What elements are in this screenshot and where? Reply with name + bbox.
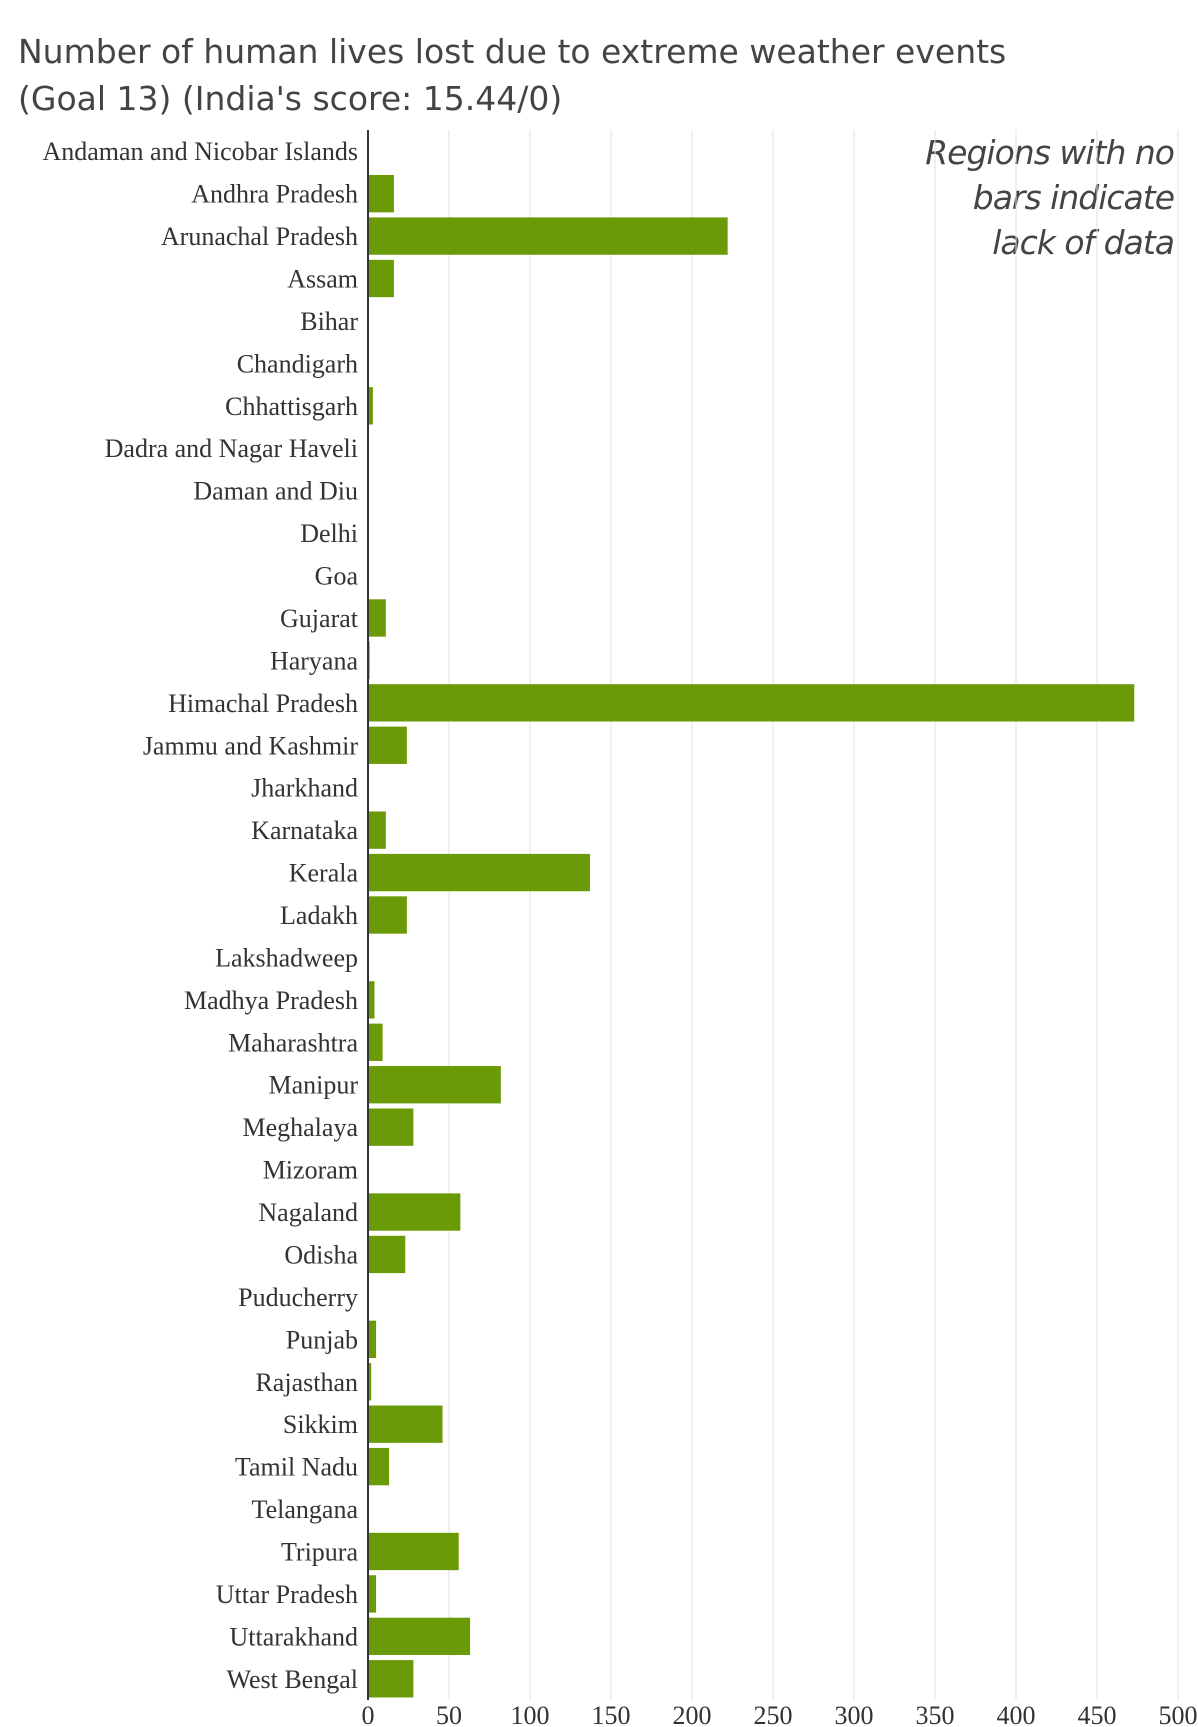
- category-label: Haryana: [270, 646, 359, 675]
- bar: [368, 259, 394, 298]
- bar: [368, 1363, 372, 1401]
- x-tick-label: 0: [362, 1701, 375, 1727]
- bar: [368, 599, 386, 637]
- bar: [368, 1405, 443, 1443]
- bar: [368, 1108, 414, 1146]
- category-label: West Bengal: [227, 1665, 359, 1694]
- category-label: Ladakh: [280, 901, 358, 930]
- category-label: Meghalaya: [242, 1113, 358, 1142]
- category-label: Mizoram: [263, 1156, 358, 1185]
- category-label: Andhra Pradesh: [191, 180, 358, 209]
- x-tick-label: 500: [1159, 1701, 1198, 1727]
- x-tick-label: 200: [673, 1701, 712, 1727]
- category-label: Maharashtra: [228, 1028, 358, 1057]
- chart-title: Number of human lives lost due to extrem…: [18, 28, 1118, 122]
- category-label: Lakshadweep: [215, 943, 358, 972]
- bar: [368, 1023, 383, 1061]
- bar: [368, 1193, 461, 1231]
- category-label: Telangana: [252, 1495, 359, 1524]
- category-label: Himachal Pradesh: [168, 689, 358, 718]
- category-label: Chhattisgarh: [225, 392, 358, 421]
- chart-title-line2: (Goal 13) (India's score: 15.44/0): [18, 79, 563, 118]
- category-label: Assam: [287, 265, 358, 294]
- category-label: Manipur: [268, 1071, 358, 1100]
- bar: [368, 174, 394, 213]
- x-tick-label: 50: [436, 1701, 462, 1727]
- bar: [368, 896, 407, 934]
- category-label: Jharkhand: [251, 774, 358, 803]
- category-label: Chandigarh: [237, 349, 358, 378]
- x-tick-label: 250: [754, 1701, 793, 1727]
- category-label: Daman and Diu: [193, 477, 358, 506]
- category-label: Bihar: [300, 307, 358, 336]
- bar: [368, 1575, 377, 1613]
- x-tick-label: 100: [511, 1701, 550, 1727]
- x-tick-label: 450: [1078, 1701, 1117, 1727]
- chart-title-line1: Number of human lives lost due to extrem…: [18, 32, 1007, 71]
- x-tick-label: 150: [592, 1701, 631, 1727]
- category-label: Rajasthan: [255, 1368, 358, 1397]
- bar: [368, 684, 1135, 722]
- bar: [368, 1660, 414, 1698]
- x-tick-label: 350: [916, 1701, 955, 1727]
- category-label: Jammu and Kashmir: [143, 731, 359, 760]
- bar: [368, 387, 373, 425]
- category-label: Goa: [315, 562, 359, 591]
- bar: [368, 1066, 501, 1104]
- x-tick-label: 400: [997, 1701, 1036, 1727]
- bar: [368, 1532, 459, 1571]
- no-data-note: Regions with no bars indicate lack of da…: [925, 133, 1175, 262]
- category-label: Sikkim: [283, 1410, 358, 1439]
- bar: [368, 1617, 471, 1656]
- bar: [368, 811, 386, 849]
- category-label: Kerala: [289, 859, 359, 888]
- bar: [368, 726, 407, 764]
- category-label: Madhya Pradesh: [184, 986, 358, 1015]
- bar: [368, 853, 590, 892]
- x-tick-label: 300: [835, 1701, 874, 1727]
- bar: [368, 1320, 377, 1358]
- category-label: Punjab: [286, 1325, 358, 1354]
- category-label: Puducherry: [238, 1283, 358, 1312]
- category-label: Arunachal Pradesh: [161, 222, 358, 251]
- bar: [368, 981, 375, 1019]
- category-label: Nagaland: [258, 1198, 358, 1227]
- bar: [368, 217, 728, 255]
- category-label: Andaman and Nicobar Islands: [42, 137, 358, 166]
- category-label: Tamil Nadu: [235, 1453, 358, 1482]
- category-label: Dadra and Nagar Haveli: [105, 434, 358, 463]
- category-label: Uttar Pradesh: [216, 1580, 358, 1609]
- category-label: Karnataka: [251, 816, 358, 845]
- category-label: Gujarat: [280, 604, 359, 633]
- category-label: Odisha: [284, 1240, 358, 1269]
- bar: [368, 1447, 390, 1486]
- category-label: Delhi: [300, 519, 358, 548]
- category-label: Tripura: [281, 1537, 359, 1566]
- bar: [368, 1235, 406, 1274]
- category-label: Uttarakhand: [229, 1622, 358, 1651]
